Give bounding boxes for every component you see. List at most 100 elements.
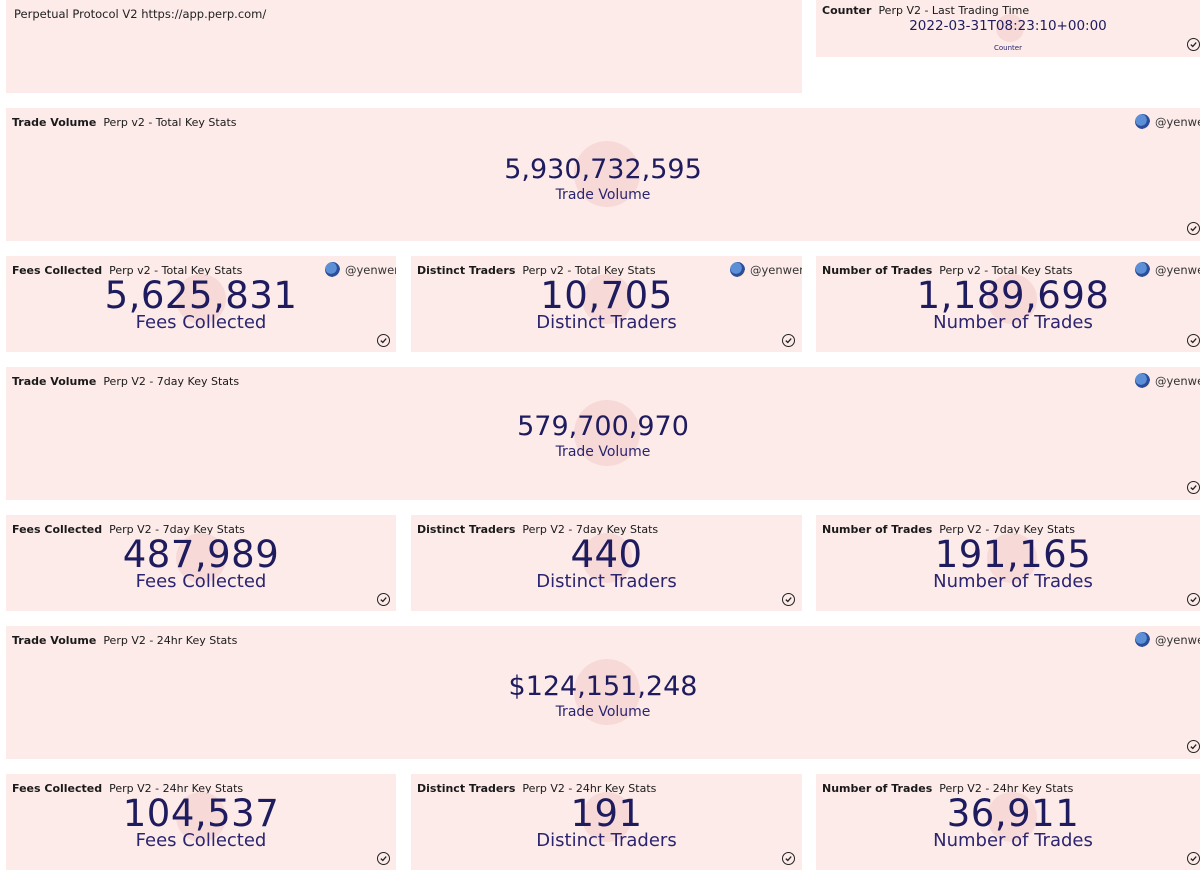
avatar bbox=[1135, 262, 1150, 277]
author-link[interactable]: @yenwen bbox=[1135, 262, 1200, 277]
fees-collected-24hr-panel: Fees Collected Perp V2 - 24hr Key Stats 1… bbox=[6, 774, 396, 870]
panel-title: Perp V2 - 24hr Key Stats bbox=[109, 782, 244, 795]
fees-collected-total-panel: Fees Collected Perp v2 - Total Key Stats … bbox=[6, 256, 396, 352]
stat-value: 440 bbox=[570, 533, 643, 576]
number-of-trades-total-panel: Number of Trades Perp v2 - Total Key Stat… bbox=[816, 256, 1200, 352]
stat-value: 36,911 bbox=[946, 792, 1080, 835]
panel-header: Number of Trades Perp V2 - 7day Key Stats bbox=[822, 523, 1075, 536]
panel-header: Fees Collected Perp V2 - 24hr Key Stats bbox=[12, 782, 243, 795]
panel-header: Distinct Traders Perp v2 - Total Key Stat… bbox=[417, 264, 656, 277]
author-name: @yenwen bbox=[750, 262, 802, 277]
stat-label: Trade Volume bbox=[555, 444, 651, 460]
counter-header: Counter Perp V2 - Last Trading Time bbox=[822, 4, 1029, 17]
author-name: @yenwen bbox=[1155, 114, 1200, 129]
counter-kind: Counter bbox=[822, 4, 872, 17]
stat-label: Trade Volume bbox=[555, 187, 651, 203]
check-icon[interactable] bbox=[1187, 222, 1200, 235]
stat-value: 191 bbox=[570, 792, 643, 835]
intro-panel: Perpetual Protocol V2 https://app.perp.c… bbox=[6, 0, 802, 93]
fees-collected-7day-panel: Fees Collected Perp V2 - 7day Key Stats 4… bbox=[6, 515, 396, 611]
panel-header: Number of Trades Perp V2 - 24hr Key Stats bbox=[822, 782, 1073, 795]
stat-value: 1,189,698 bbox=[916, 274, 1110, 317]
stat-label: Number of Trades bbox=[933, 571, 1093, 592]
stat-value: 5,930,732,595 bbox=[504, 154, 702, 185]
stat-label: Number of Trades bbox=[933, 830, 1093, 851]
stat-label: Trade Volume bbox=[555, 704, 651, 720]
distinct-traders-total-panel: Distinct Traders Perp v2 - Total Key Stat… bbox=[411, 256, 802, 352]
stat-label: Fees Collected bbox=[135, 312, 267, 333]
author-name: @yenwen bbox=[1155, 373, 1200, 388]
number-of-trades-24hr-panel: Number of Trades Perp V2 - 24hr Key Stats… bbox=[816, 774, 1200, 870]
value-blob bbox=[987, 792, 1037, 842]
value-blob bbox=[574, 141, 640, 207]
panel-kind: Distinct Traders bbox=[417, 264, 516, 277]
stat-label: Distinct Traders bbox=[536, 312, 677, 333]
author-name: @yenwen bbox=[1155, 632, 1200, 647]
number-of-trades-7day-panel: Number of Trades Perp V2 - 7day Key Stats… bbox=[816, 515, 1200, 611]
author-link[interactable]: @yenwen bbox=[325, 262, 396, 277]
author-name: @yenwen bbox=[345, 262, 396, 277]
panel-kind: Number of Trades bbox=[822, 523, 933, 536]
value-blob bbox=[582, 274, 632, 324]
panel-kind: Fees Collected bbox=[12, 264, 103, 277]
panel-title: Perp v2 - Total Key Stats bbox=[109, 264, 243, 277]
distinct-traders-7day-panel: Distinct Traders Perp V2 - 7day Key Stats… bbox=[411, 515, 802, 611]
panel-header: Trade Volume Perp V2 - 7day Key Stats bbox=[12, 375, 239, 388]
value-blob bbox=[176, 533, 226, 583]
check-icon[interactable] bbox=[782, 593, 795, 606]
panel-kind: Trade Volume bbox=[12, 375, 97, 388]
check-icon[interactable] bbox=[377, 334, 390, 347]
check-icon[interactable] bbox=[1187, 334, 1200, 347]
author-link[interactable]: @yenwen bbox=[1135, 373, 1200, 388]
stat-value: 579,700,970 bbox=[517, 411, 689, 442]
value-blob bbox=[574, 659, 640, 725]
stat-value: 10,705 bbox=[540, 274, 673, 317]
panel-kind: Number of Trades bbox=[822, 782, 933, 795]
panel-kind: Trade Volume bbox=[12, 116, 97, 129]
panel-title: Perp V2 - 7day Key Stats bbox=[939, 523, 1076, 536]
avatar bbox=[1135, 373, 1150, 388]
value-blob bbox=[987, 533, 1037, 583]
author-link[interactable]: @yenwen bbox=[730, 262, 802, 277]
value-blob bbox=[176, 274, 226, 324]
panel-kind: Trade Volume bbox=[12, 634, 97, 647]
panel-title: Perp V2 - 7day Key Stats bbox=[109, 523, 245, 536]
panel-title: Perp v2 - Total Key Stats bbox=[522, 264, 656, 277]
author-link[interactable]: @yenwen bbox=[1135, 632, 1200, 647]
check-icon[interactable] bbox=[377, 852, 390, 865]
panel-title: Perp V2 - 24hr Key Stats bbox=[939, 782, 1074, 795]
counter-value: 2022-03-31T08:23:10+00:00 bbox=[909, 18, 1107, 34]
counter-blob bbox=[996, 14, 1024, 42]
check-icon[interactable] bbox=[782, 334, 795, 347]
check-icon[interactable] bbox=[1187, 740, 1200, 753]
distinct-traders-24hr-panel: Distinct Traders Perp V2 - 24hr Key Stats… bbox=[411, 774, 802, 870]
panel-title: Perp V2 - 7day Key Stats bbox=[103, 375, 240, 388]
stat-label: Fees Collected bbox=[135, 571, 267, 592]
panel-header: Distinct Traders Perp V2 - 7day Key Stats bbox=[417, 523, 658, 536]
stat-label: Number of Trades bbox=[933, 312, 1093, 333]
stat-label: Distinct Traders bbox=[536, 571, 677, 592]
avatar bbox=[730, 262, 745, 277]
check-icon[interactable] bbox=[1187, 38, 1200, 51]
avatar bbox=[1135, 114, 1150, 129]
check-icon[interactable] bbox=[377, 593, 390, 606]
stat-value: 487,989 bbox=[122, 533, 280, 576]
author-name: @yenwen bbox=[1155, 262, 1200, 277]
panel-title: Perp v2 - Total Key Stats bbox=[939, 264, 1073, 277]
check-icon[interactable] bbox=[1187, 481, 1200, 494]
trade-volume-7day-panel: Trade Volume Perp V2 - 7day Key Stats @ye… bbox=[6, 367, 1200, 500]
panel-header: Trade Volume Perp V2 - 24hr Key Stats bbox=[12, 634, 237, 647]
value-blob bbox=[574, 400, 640, 466]
check-icon[interactable] bbox=[1187, 593, 1200, 606]
panel-header: Fees Collected Perp v2 - Total Key Stats bbox=[12, 264, 242, 277]
author-link[interactable]: @yenwen bbox=[1135, 114, 1200, 129]
stat-value: 104,537 bbox=[122, 792, 280, 835]
check-icon[interactable] bbox=[1187, 852, 1200, 865]
panel-kind: Number of Trades bbox=[822, 264, 933, 277]
panel-title: Perp v2 - Total Key Stats bbox=[103, 116, 237, 129]
check-icon[interactable] bbox=[782, 852, 795, 865]
stat-value: 191,165 bbox=[934, 533, 1092, 576]
panel-header: Trade Volume Perp v2 - Total Key Stats bbox=[12, 116, 237, 129]
panel-title: Perp V2 - 24hr Key Stats bbox=[103, 634, 238, 647]
trade-volume-24hr-panel: Trade Volume Perp V2 - 24hr Key Stats @ye… bbox=[6, 626, 1200, 759]
